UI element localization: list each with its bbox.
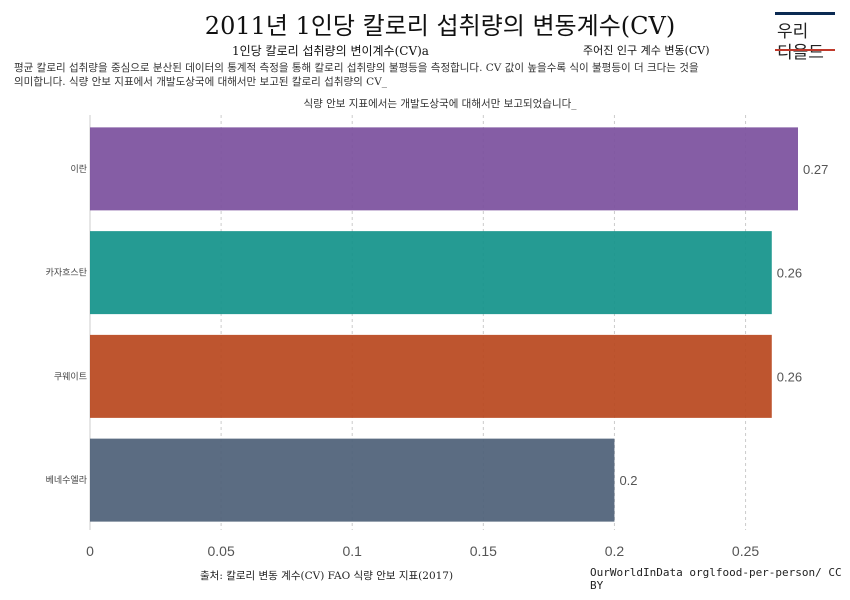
- chart-title: 2011년 1인당 칼로리 섭취량의 변동계수(CV): [204, 12, 676, 40]
- brand-logo[interactable]: 우리 디올드: [775, 12, 835, 63]
- category-label: 이란: [70, 163, 87, 175]
- x-tick-label: 0.25: [732, 543, 759, 559]
- x-tick-label: 0.2: [605, 543, 625, 559]
- bar: [90, 127, 798, 211]
- source-note: 출처: 칼로리 변동 계수(CV) FAO 식량 안보 지표(2017): [200, 570, 454, 582]
- chart-description: 평균 칼로리 섭취량을 중심으로 분산된 데이터의 통계적 측정을 통해 칼로리…: [14, 62, 699, 88]
- bar: [90, 438, 615, 522]
- value-label: 0.26: [777, 266, 802, 281]
- category-label: 쿠웨이트: [54, 370, 87, 382]
- logo-text-line2: 디올드: [777, 43, 824, 63]
- chart-note: 식량 안보 지표에서는 개발도상국에 대해서만 보고되었습니다_: [303, 98, 577, 110]
- source-link[interactable]: OurWorldInData orglfood-per-person/ CC B…: [590, 566, 842, 592]
- value-label: 0.26: [777, 369, 802, 384]
- chart-subtitle-right: 주어진 인구 계수 변동(CV): [583, 44, 710, 57]
- category-label: 베네수엘라: [46, 475, 88, 486]
- category-label: 카자흐스탄: [46, 268, 87, 279]
- x-tick-label: 0.1: [342, 543, 362, 559]
- bar: [90, 231, 772, 315]
- chart-subtitle: 1인당 칼로리 섭취량의 변이계수(CV)a: [232, 44, 429, 58]
- logo-bar: [775, 12, 835, 15]
- x-tick-label: 0.05: [207, 543, 234, 559]
- bar: [90, 334, 772, 418]
- x-tick-label: 0.15: [470, 543, 497, 559]
- logo-text-line1: 우리: [777, 22, 809, 42]
- value-label: 0.27: [803, 162, 828, 177]
- value-label: 0.2: [619, 473, 637, 488]
- x-tick-label: 0: [86, 543, 94, 559]
- logo-strike: [775, 49, 835, 51]
